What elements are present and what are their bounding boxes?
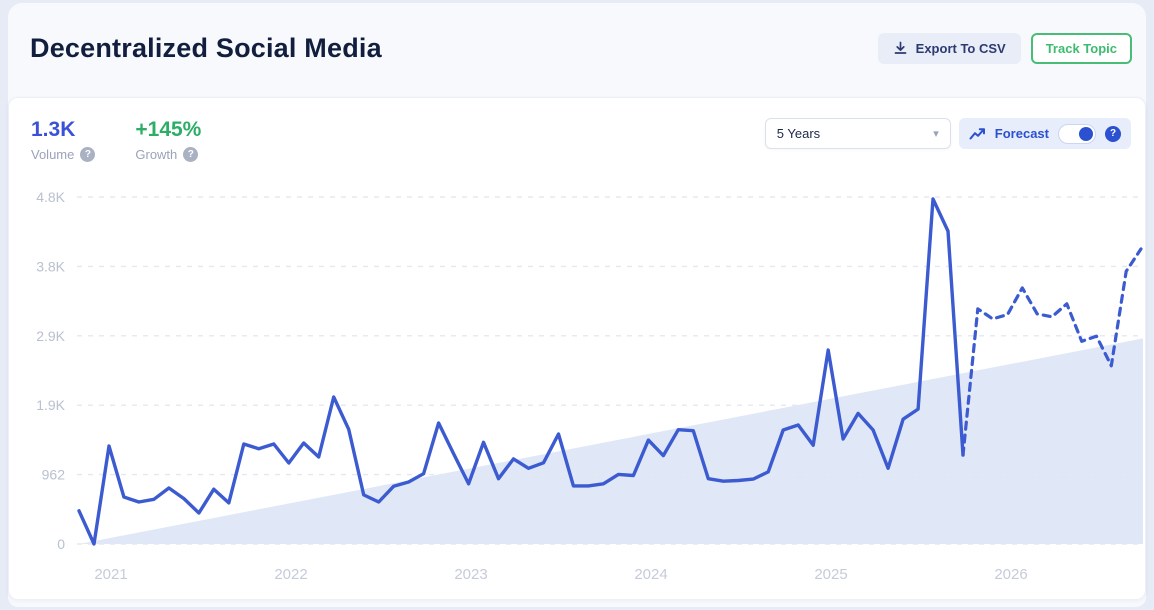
- y-axis-tick: 962: [42, 467, 66, 483]
- forecast-toggle[interactable]: [1058, 123, 1096, 144]
- y-axis-tick: 2.9K: [36, 328, 65, 344]
- y-axis-tick: 1.9K: [36, 397, 65, 413]
- x-axis-tick: 2026: [994, 566, 1027, 583]
- growth-help-icon[interactable]: ?: [183, 147, 199, 162]
- trend-area: [79, 338, 1143, 544]
- track-topic-label: Track Topic: [1045, 40, 1117, 56]
- app-panel: Decentralized Social Media Export To CSV…: [8, 3, 1146, 607]
- volume-line: [77, 197, 965, 546]
- volume-help-icon[interactable]: ?: [80, 147, 96, 162]
- x-axis-tick: 2024: [634, 566, 667, 583]
- growth-value: +145%: [135, 118, 202, 141]
- volume-value: 1.3K: [31, 118, 76, 141]
- forecast-line: [961, 247, 1143, 457]
- stats: 1.3K Volume ? +145% Growth ?: [31, 118, 201, 162]
- chart-card: 1.3K Volume ? +145% Growth ? 5 Years: [8, 97, 1146, 600]
- x-axis-tick: 2025: [814, 566, 847, 583]
- y-axis-tick: 4.8K: [36, 189, 65, 205]
- trend-chart[interactable]: 0 962 1.9K 2.9K 3.8K 4.8K 2021 2022 2023 2024 2025…: [9, 181, 1146, 600]
- download-icon: [894, 41, 907, 54]
- track-topic-button[interactable]: Track Topic: [1030, 32, 1132, 64]
- export-csv-label: Export To CSV: [915, 40, 1006, 56]
- x-axis-tick: 2021: [94, 566, 127, 583]
- y-axis-tick: 3.8K: [36, 258, 65, 274]
- page-header: Decentralized Social Media Export To CSV…: [8, 3, 1146, 93]
- chevron-down-icon: ▾: [933, 128, 939, 140]
- growth-label: Growth: [135, 147, 178, 162]
- y-axis-tick: 0: [57, 536, 65, 552]
- forecast-label: Forecast: [994, 126, 1049, 141]
- time-range-value: 5 Years: [776, 126, 821, 141]
- forecast-help-icon[interactable]: ?: [1105, 125, 1121, 142]
- chart-card-header: 1.3K Volume ? +145% Growth ? 5 Years: [9, 98, 1145, 181]
- toggle-knob: [1079, 126, 1093, 141]
- chart-canvas[interactable]: 0 962 1.9K 2.9K 3.8K 4.8K 2021 2022 2023 2024 2025…: [9, 181, 1146, 600]
- time-range-select[interactable]: 5 Years ▾: [764, 118, 951, 149]
- page-title: Decentralized Social Media: [30, 32, 382, 63]
- x-axis-tick: 2022: [274, 566, 307, 583]
- trend-up-icon: [969, 127, 985, 139]
- growth-stat: +145% Growth ?: [135, 118, 201, 162]
- volume-label: Volume: [31, 147, 75, 162]
- forecast-control: Forecast ?: [958, 118, 1131, 149]
- export-csv-button[interactable]: Export To CSV: [877, 32, 1021, 64]
- x-axis-tick: 2023: [454, 566, 487, 583]
- header-actions: Export To CSV Track Topic: [877, 32, 1132, 64]
- volume-stat: 1.3K Volume ?: [31, 118, 96, 162]
- chart-controls: 5 Years ▾ Forecast ?: [764, 118, 1131, 149]
